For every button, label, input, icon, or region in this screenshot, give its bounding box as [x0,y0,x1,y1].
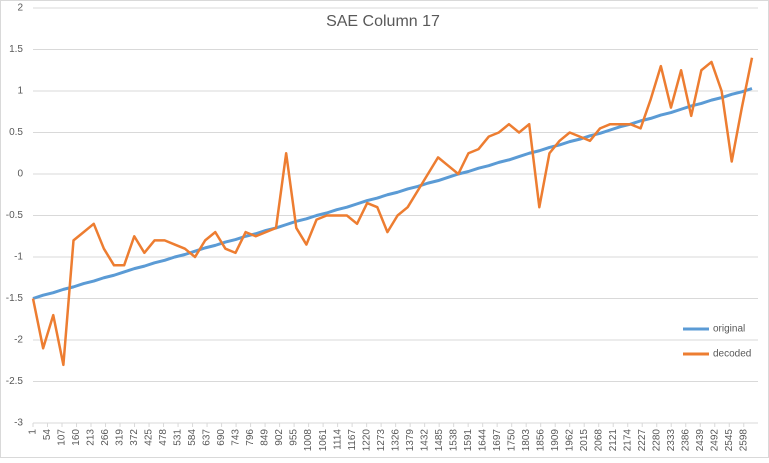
x-tick-label: 1167 [347,429,358,451]
y-tick-label: -2 [14,335,23,346]
x-tick-label: 2598 [738,429,749,452]
x-tick-label: 1644 [477,429,488,452]
x-tick-label: 2386 [680,429,691,452]
x-tick-label: 1273 [376,429,387,452]
y-tick-label: 2 [17,3,23,14]
x-tick-label: 1962 [564,429,575,452]
x-tick-label: 1432 [419,429,430,452]
x-tick-label: 54 [42,429,53,441]
line-series [31,57,754,367]
x-tick-label: 1485 [434,429,445,452]
x-tick-label: 1008 [303,429,314,452]
legend-label: original [713,324,745,335]
x-tick-label: 2439 [695,429,706,452]
x-tick-label: 637 [202,429,213,446]
x-tick-label: 1856 [535,429,546,452]
x-tick-label: 743 [231,429,242,446]
y-tick-label: 1.5 [9,44,23,55]
x-tick-label: 266 [100,429,111,446]
x-tick-label: 1379 [405,429,416,452]
y-tick-label: 0.5 [9,127,23,138]
x-tick-label: 1538 [448,429,459,452]
legend-label: decoded [713,349,751,360]
x-tick-label: 2121 [608,429,619,452]
x-tick-label: 955 [289,429,300,446]
y-tick-label: -3 [14,418,23,429]
x-tick-label: 107 [57,429,68,446]
x-tick-label: 425 [144,429,155,446]
x-tick-label: 1909 [550,429,561,452]
x-tick-label: 531 [173,429,184,446]
x-tick-label: 1591 [463,429,474,452]
x-tick-label: 2333 [666,429,677,452]
x-tick-label: 1750 [506,429,517,452]
y-tick-label: 1 [17,86,23,97]
x-tick-label: 1 [28,429,39,435]
x-tick-label: 2015 [579,429,590,452]
x-tick-label: 1220 [361,429,372,452]
chart-title: SAE Column 17 [326,13,440,30]
x-tick-label: 2280 [651,429,662,452]
x-tick-label: 213 [86,429,97,446]
x-tick-label: 1114 [332,429,343,450]
x-tick-label: 2174 [622,429,633,452]
x-tick-label: 2227 [637,429,648,452]
y-tick-label: -1 [14,252,23,263]
x-tick-label: 902 [274,429,285,446]
y-tick-label: 0 [17,169,23,180]
x-tick-label: 849 [260,429,271,446]
x-tick-label: 478 [158,429,169,446]
x-tick-label: 690 [216,429,227,446]
x-tick-label: 319 [115,429,126,446]
x-tick-label: 2068 [593,429,604,452]
y-tick-label: -0.5 [6,210,24,221]
x-tick-label: 796 [245,429,256,446]
x-tick-label: 2492 [709,429,720,452]
x-tick-label: 1697 [492,429,503,452]
x-tick-label: 160 [71,429,82,446]
y-tick-label: -2.5 [6,376,24,387]
x-tick-label: 1061 [318,429,329,452]
x-tick-label: 1803 [521,429,532,452]
x-tick-label: 2545 [724,429,735,452]
x-tick-label: 1326 [390,429,401,452]
x-tick-label: 372 [129,429,140,446]
x-tick-label: 584 [187,429,198,446]
y-tick-label: -1.5 [6,293,24,304]
